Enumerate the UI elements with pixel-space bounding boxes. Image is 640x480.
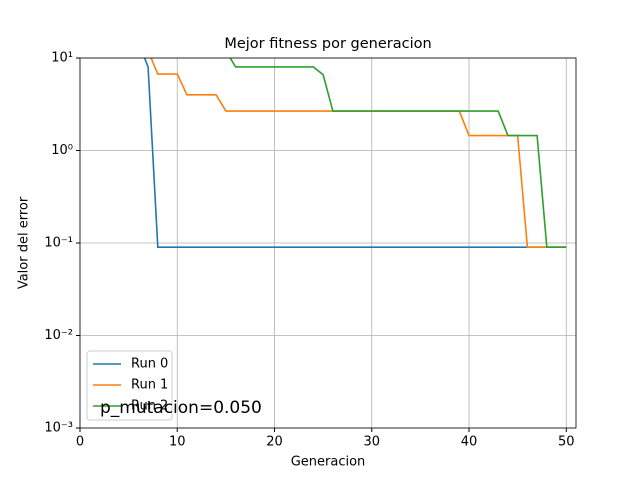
legend-label: Run 2 [131, 399, 168, 414]
x-tick-label: 50 [558, 435, 575, 450]
annotation: p_mutacion=0.050 [100, 398, 262, 418]
y-tick-label: 10¹ [51, 51, 73, 66]
y-tick-label: 10⁰ [51, 143, 73, 158]
x-tick-label: 0 [76, 435, 84, 450]
legend-label: Run 1 [131, 378, 168, 393]
y-axis-label: Valor del error [17, 196, 32, 289]
legend-label: Run 0 [131, 357, 168, 372]
x-tick-label: 20 [266, 435, 283, 450]
x-tick-label: 10 [169, 435, 186, 450]
y-tick-label: 10⁻³ [44, 421, 73, 436]
x-axis-label: Generacion [291, 455, 366, 470]
y-tick-label: 10⁻² [44, 328, 73, 343]
series-line [143, 58, 567, 249]
x-tick-label: 30 [363, 435, 380, 450]
x-tick-label: 40 [461, 435, 478, 450]
plot-area [143, 58, 567, 249]
series-line [229, 58, 567, 249]
legend-box [86, 350, 173, 421]
chart-title: Mejor fitness por generacion [224, 36, 431, 52]
axes-frame [79, 57, 577, 429]
y-tick-label: 10⁻¹ [44, 236, 73, 251]
series-line [150, 58, 567, 249]
